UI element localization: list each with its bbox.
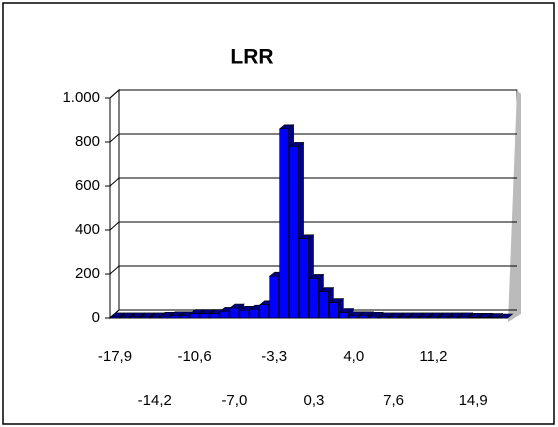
bar-front xyxy=(339,312,349,319)
x-tick-label: 4,0 xyxy=(343,348,364,365)
bar-front xyxy=(418,316,429,319)
bar-front xyxy=(478,317,488,319)
x-tick-label: 0,3 xyxy=(304,392,325,409)
bar-front xyxy=(179,315,190,319)
x-tick-label: -10,6 xyxy=(177,348,211,365)
grid-line xyxy=(109,89,517,99)
bar-front xyxy=(438,316,449,319)
y-tick-label: 1.000 xyxy=(62,89,100,106)
bar-front xyxy=(309,278,319,319)
bar-front xyxy=(468,317,478,319)
x-tick-label: 7,6 xyxy=(383,392,404,409)
x-tick-label: -7,0 xyxy=(221,392,247,409)
bar-front xyxy=(189,313,200,319)
bar-front xyxy=(269,275,279,319)
x-tick-label: 14,9 xyxy=(459,392,488,409)
bar-front xyxy=(249,308,260,319)
bar-front xyxy=(299,238,309,319)
bar-front xyxy=(120,316,130,319)
x-tick-label: 11,2 xyxy=(419,348,447,365)
bar-front xyxy=(408,316,419,319)
side-wall xyxy=(109,88,120,320)
bar-front xyxy=(229,307,240,319)
bar-front xyxy=(159,315,170,319)
bar-front xyxy=(448,316,459,319)
y-tick-label: 200 xyxy=(75,265,100,282)
bar-front xyxy=(130,316,140,319)
grid-line-side xyxy=(109,177,120,187)
x-tick-label: -14,2 xyxy=(138,392,172,409)
bar xyxy=(487,312,504,319)
grid-line xyxy=(109,133,517,143)
y-tick-label: 600 xyxy=(75,177,100,194)
bar-front xyxy=(169,315,180,319)
bar-front xyxy=(259,304,269,319)
bar-front xyxy=(398,316,409,319)
grid-line-side xyxy=(109,221,120,231)
bar-front xyxy=(319,291,329,319)
bar-front xyxy=(388,316,399,319)
y-tick-label: 400 xyxy=(75,221,100,238)
grid-line xyxy=(109,265,517,275)
bar-front xyxy=(110,316,120,319)
bar-front xyxy=(458,316,468,319)
bar-front xyxy=(209,313,220,319)
y-tick-label: 800 xyxy=(75,133,100,150)
bar-front xyxy=(428,316,439,319)
bar-front xyxy=(199,313,210,319)
bar-front xyxy=(140,316,150,319)
bar-front xyxy=(358,315,369,319)
bar-top xyxy=(497,313,514,319)
y-tick-label: 0 xyxy=(92,309,100,326)
bar-front xyxy=(329,302,339,319)
bar-front xyxy=(219,311,230,319)
bar-front xyxy=(289,146,299,319)
bar-front xyxy=(150,316,160,319)
x-tick-label: -3,3 xyxy=(261,348,287,365)
grid-line-side xyxy=(109,89,120,99)
bar-front xyxy=(378,316,389,319)
chart-title: LRR xyxy=(230,46,273,69)
grid-line xyxy=(109,177,517,187)
right-edge xyxy=(508,90,521,322)
bar-front xyxy=(279,128,289,319)
grid-line xyxy=(109,221,517,231)
grid-line-side xyxy=(109,265,120,275)
bar-front xyxy=(348,315,359,319)
grid-line-side xyxy=(109,133,120,143)
bar xyxy=(497,313,514,319)
bar-front xyxy=(368,315,379,319)
bar-front xyxy=(239,309,250,319)
bar xyxy=(477,312,494,319)
x-tick-label: -17,9 xyxy=(98,348,132,365)
